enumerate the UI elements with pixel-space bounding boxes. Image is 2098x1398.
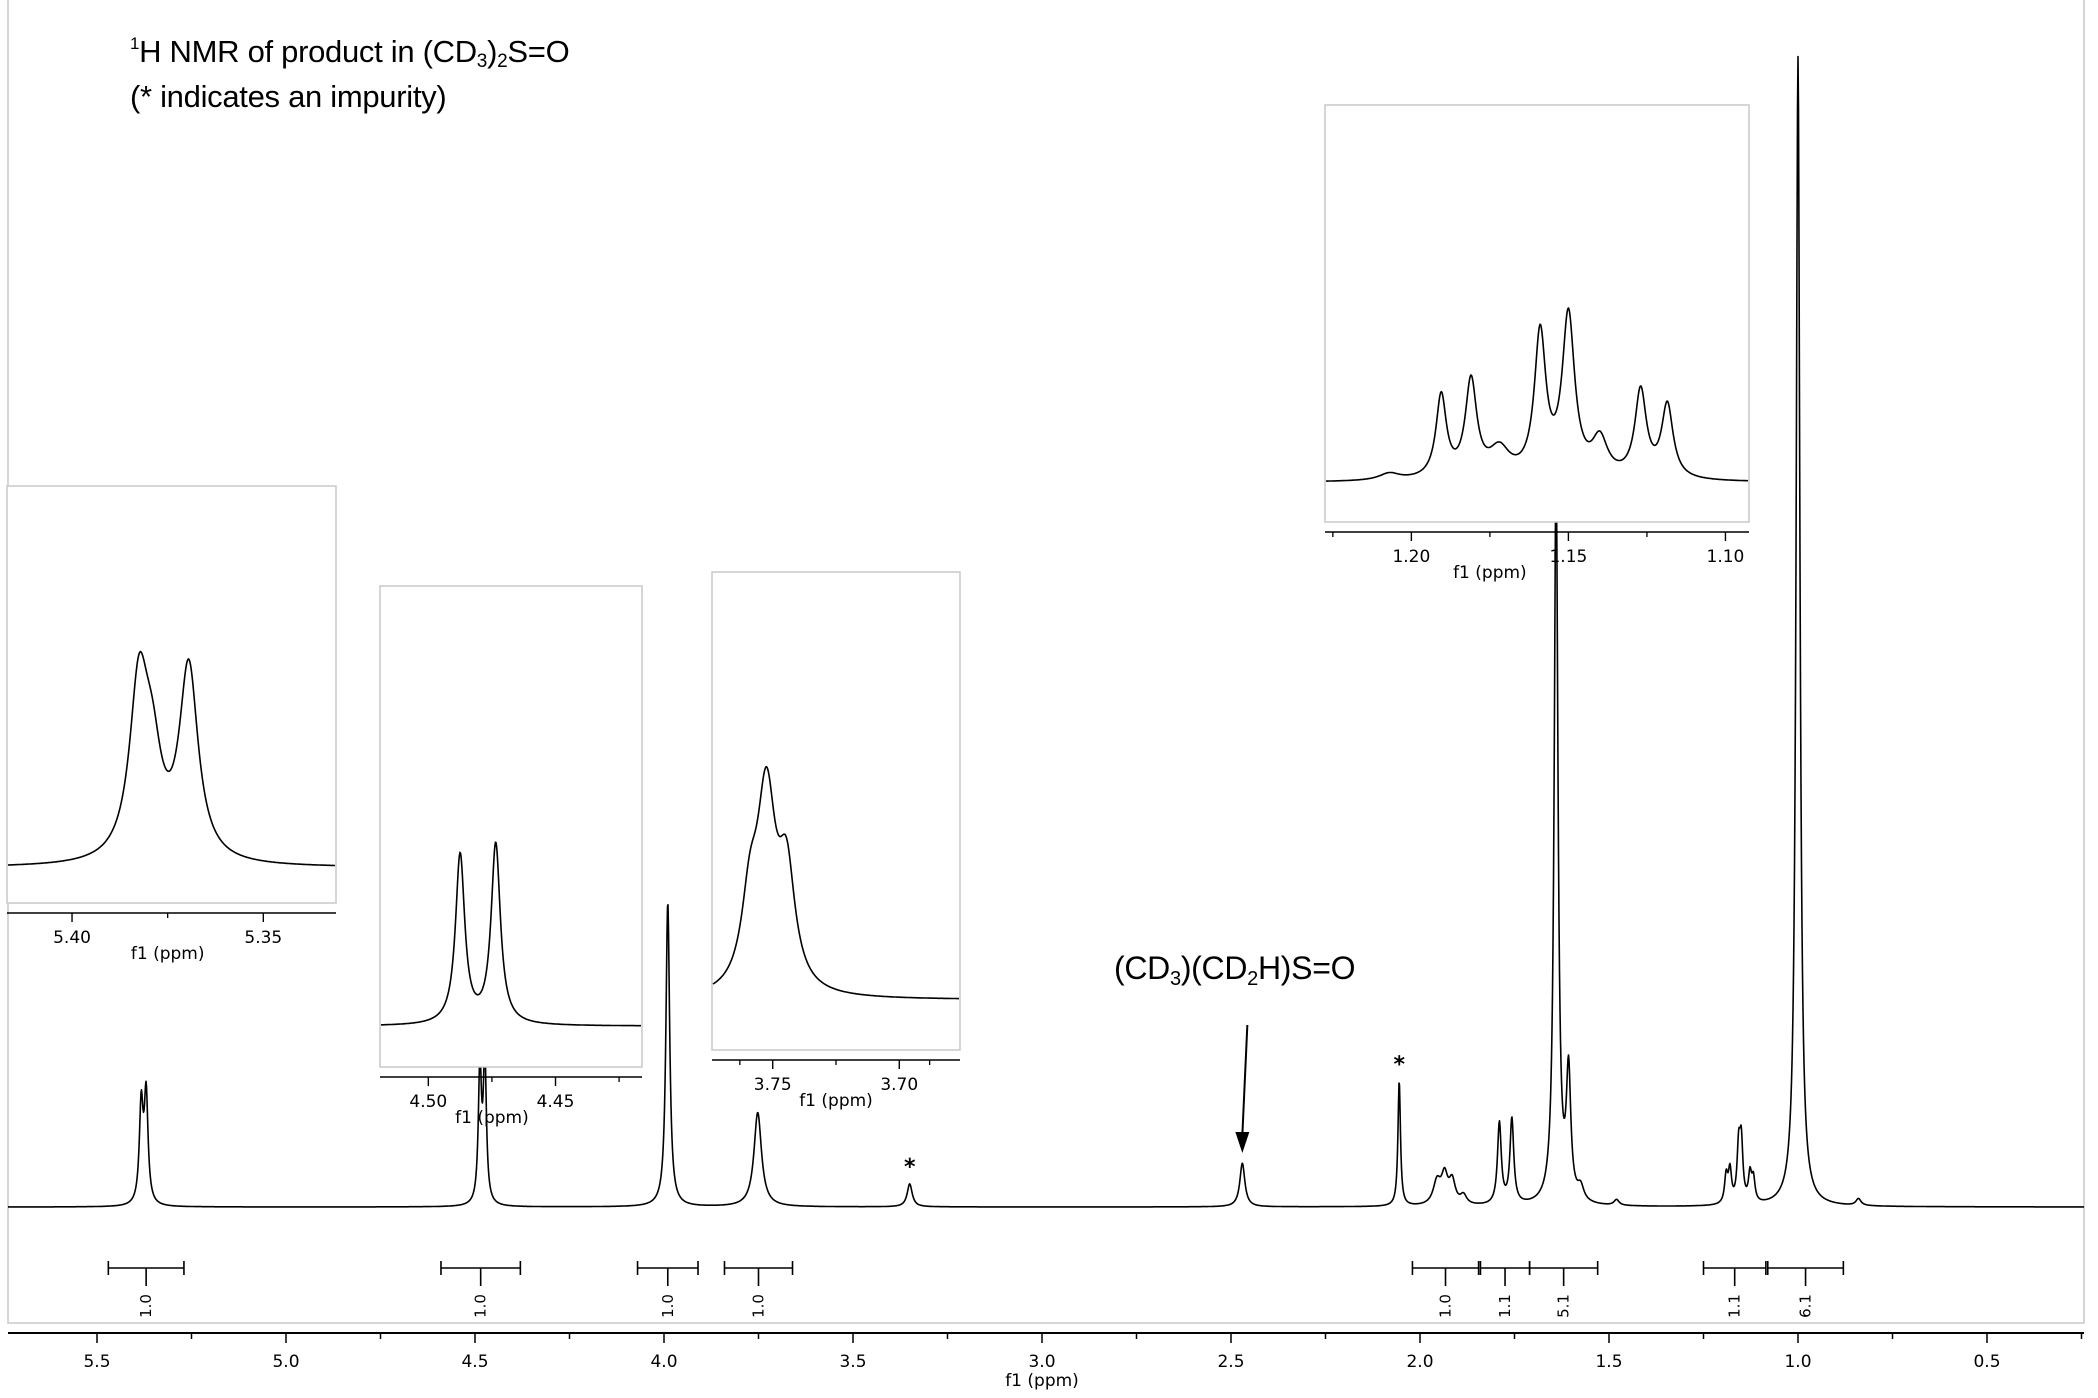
inset-3.75: 3.75 3.70 f1 (ppm) (711, 571, 961, 1111)
inset-border (1324, 104, 1750, 523)
inset-tick-label: 4.50 (409, 1092, 447, 1112)
spectrum-trace (7, 55, 2085, 1208)
axis-tick-label: 3.5 (839, 1352, 866, 1372)
inset-tick-label: 3.70 (880, 1075, 918, 1095)
axis-tick-label: 1.5 (1595, 1352, 1622, 1372)
integral-value: 1.0 (1437, 1294, 1455, 1318)
inset-x-label: f1 (ppm) (131, 944, 205, 964)
inset-trace (381, 841, 641, 1027)
integral-value: 1.0 (659, 1294, 677, 1318)
integral-value: 1.1 (1726, 1294, 1744, 1318)
integral-value: 1.0 (472, 1294, 490, 1318)
arrow-shaft (1241, 1024, 1249, 1136)
integral-bar: 1.0 (723, 1261, 794, 1318)
impurity-markers: ** (904, 1053, 1406, 1180)
chart-title: 1H NMR of product in (CD3)2S=O (* indica… (130, 26, 570, 114)
axis-tick-label: 5.5 (83, 1352, 110, 1372)
inset-trace (8, 650, 335, 867)
inset-4.48: 4.50 4.45 f1 (ppm) (379, 585, 643, 1128)
impurity-star: * (904, 1155, 916, 1180)
arrow-head-icon (1235, 1132, 1250, 1153)
axis-tick-label: 2.5 (1217, 1352, 1244, 1372)
integral-value: 5.1 (1555, 1294, 1573, 1318)
integral-bar: 1.1 (1702, 1261, 1767, 1318)
inset-trace (1326, 306, 1748, 482)
inset-tick-label: 3.75 (754, 1075, 792, 1095)
integral-bar: 1.0 (1411, 1261, 1480, 1318)
x-axis-label: f1 (ppm) (1005, 1371, 1079, 1391)
integral-bar: 1.0 (440, 1261, 522, 1318)
inset-tick-label: 4.45 (537, 1092, 575, 1112)
inset-x-label: f1 (ppm) (1453, 563, 1527, 583)
title-line-1: 1H NMR of product in (CD3)2S=O (130, 34, 570, 72)
inset-x-label: f1 (ppm) (455, 1108, 529, 1128)
axis-tick-label: 3.0 (1028, 1352, 1055, 1372)
integral-value: 1.0 (750, 1294, 768, 1318)
integral-bar: 1.1 (1479, 1261, 1531, 1318)
integral-bar: 1.0 (107, 1261, 185, 1318)
axis-tick-label: 5.0 (272, 1352, 299, 1372)
inset-tick-label: 5.40 (53, 928, 91, 948)
solvent-residual-label: (CD3)(CD2H)S=O (1114, 950, 1356, 990)
arrow-annotation (1235, 1024, 1250, 1153)
inset-border (379, 585, 643, 1068)
inset-tick-label: 5.35 (244, 928, 282, 948)
inset-x-label: f1 (ppm) (799, 1091, 873, 1111)
title-line-2: (* indicates an impurity) (130, 79, 447, 114)
zoom-insets: 5.40 5.35 f1 (ppm) 4.50 4.45 f1 (ppm) 3.75 3.70… (6, 104, 1750, 1128)
inset-tick-label: 1.20 (1392, 547, 1430, 567)
inset-tick-label: 1.15 (1549, 547, 1587, 567)
inset-border (711, 571, 961, 1051)
inset-5.38: 5.40 5.35 f1 (ppm) (6, 485, 337, 964)
axis-tick-label: 1.0 (1784, 1352, 1811, 1372)
x-axis: 5.5 5.0 4.5 4.0 3.5 3.0 2.5 2.0 1.5 1.0 0.5 f1 (ppm… (8, 1332, 2084, 1391)
inset-1.15: 1.20 1.15 1.10 f1 (ppm) (1324, 104, 1750, 583)
impurity-star: * (1393, 1053, 1405, 1078)
axis-tick-label: 4.5 (461, 1352, 488, 1372)
inset-border (6, 485, 337, 904)
integral-value: 1.1 (1496, 1294, 1514, 1318)
integration-bars: 1.0 1.0 1.0 1.0 1.0 1.1 5.1 1.1 6.1 (107, 1261, 1845, 1318)
inset-tick-label: 1.10 (1707, 547, 1745, 567)
integral-bar: 6.1 (1766, 1261, 1845, 1318)
axis-tick-label: 4.0 (650, 1352, 677, 1372)
integral-value: 1.0 (137, 1294, 155, 1318)
integral-bar: 1.0 (636, 1261, 699, 1318)
integral-bar: 5.1 (1528, 1261, 1599, 1318)
integral-value: 6.1 (1797, 1294, 1815, 1318)
inset-trace (712, 765, 959, 1000)
spectrum-line (7, 55, 2085, 1208)
axis-tick-label: 2.0 (1406, 1352, 1433, 1372)
axis-tick-label: 0.5 (1973, 1352, 2000, 1372)
